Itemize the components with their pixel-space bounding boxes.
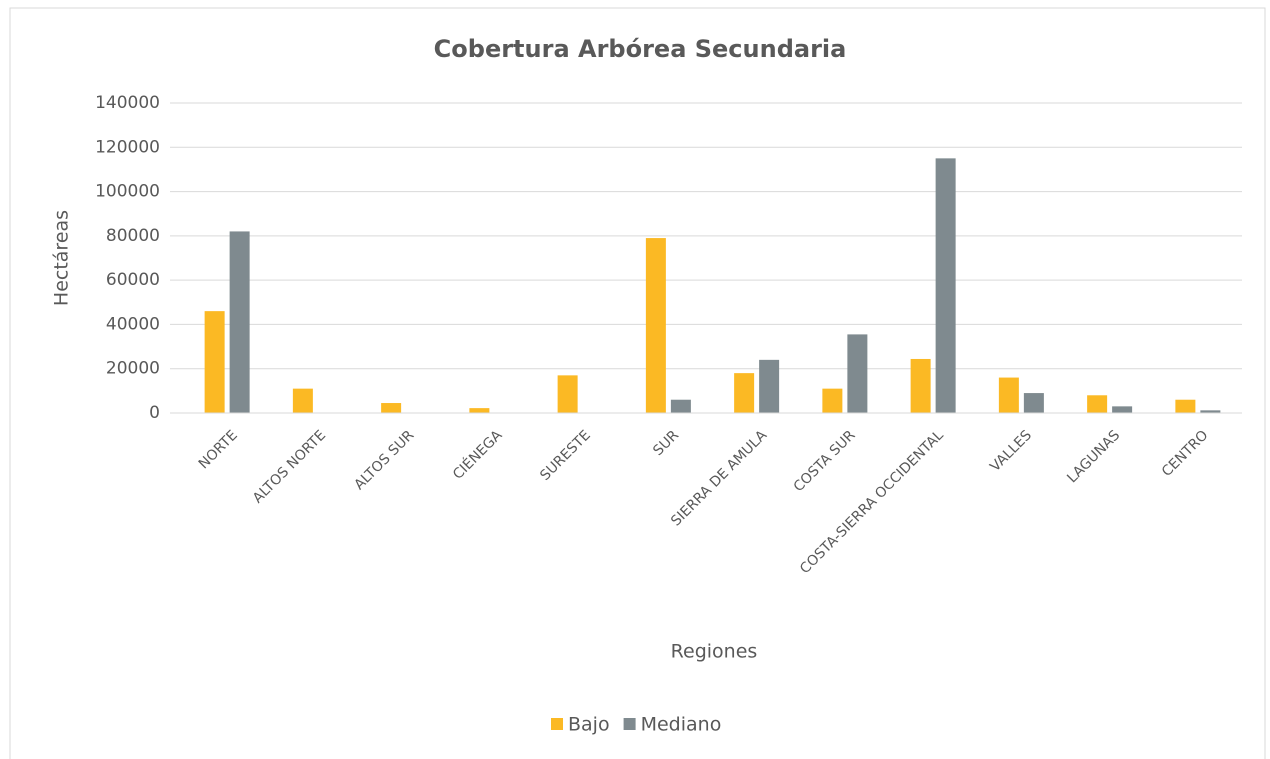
bar bbox=[1175, 399, 1196, 413]
y-tick-label: 80000 bbox=[106, 226, 160, 246]
bar bbox=[998, 377, 1019, 413]
x-axis-label: Regiones bbox=[671, 641, 758, 663]
y-tick-label: 140000 bbox=[95, 93, 160, 113]
chart-title: Cobertura Arbórea Secundaria bbox=[434, 35, 847, 63]
bar bbox=[1112, 406, 1133, 413]
bar bbox=[1200, 410, 1221, 413]
bar bbox=[910, 358, 931, 413]
bar bbox=[734, 373, 755, 413]
y-tick-label: 60000 bbox=[106, 270, 160, 290]
bar bbox=[469, 408, 490, 413]
y-tick-label: 100000 bbox=[95, 182, 160, 202]
y-tick-label: 120000 bbox=[95, 137, 160, 157]
bar bbox=[847, 334, 868, 413]
legend-label: Mediano bbox=[641, 714, 722, 736]
bar bbox=[229, 231, 250, 413]
bar bbox=[670, 399, 691, 413]
y-tick-label: 40000 bbox=[106, 314, 160, 334]
bar bbox=[935, 158, 956, 413]
bar bbox=[557, 375, 578, 413]
legend-swatch bbox=[623, 718, 636, 730]
y-tick-label: 0 bbox=[149, 403, 160, 423]
legend-label: Bajo bbox=[568, 714, 610, 736]
bar bbox=[292, 388, 313, 413]
bar bbox=[1087, 395, 1108, 413]
bar bbox=[822, 388, 843, 413]
y-tick-label: 20000 bbox=[106, 359, 160, 379]
bar bbox=[1023, 393, 1044, 413]
bar bbox=[204, 311, 225, 413]
bar bbox=[381, 403, 402, 413]
y-axis-label: Hectáreas bbox=[51, 210, 73, 306]
legend-swatch bbox=[551, 718, 563, 730]
chart-frame bbox=[9, 7, 1266, 759]
bar bbox=[759, 359, 780, 413]
bar bbox=[645, 238, 666, 413]
